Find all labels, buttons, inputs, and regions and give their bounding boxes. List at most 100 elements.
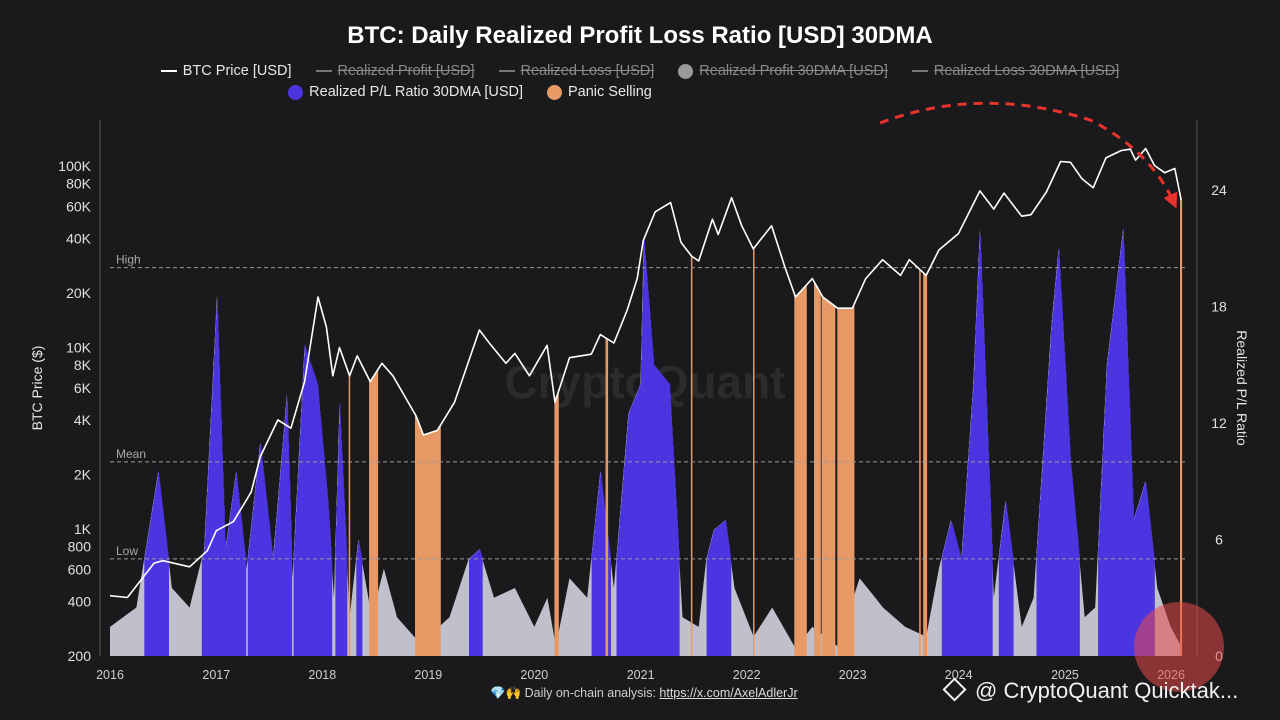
ratio-bar-2025-06-30 <box>1117 277 1119 656</box>
ratio-bar-2017-06-30 <box>268 519 270 656</box>
panic-bar-2018-07-03 <box>375 372 377 656</box>
legend-item-realized-profit-30dma[interactable]: Realized Profit 30DMA [USD] <box>678 63 888 79</box>
ratio-bar-2017-07-08 <box>270 540 272 656</box>
ratio-bar-2025-01-07 <box>1066 394 1068 656</box>
panic-bar-2022-08-31 <box>816 286 818 656</box>
legend-label: Realized Profit [USD] <box>337 63 475 79</box>
ratio-bar-2017-10-28 <box>303 367 305 656</box>
legend-item-realized-profit[interactable]: Realized Profit [USD] <box>315 63 475 79</box>
ratio-bar-2017-08-01 <box>277 500 279 656</box>
ratio-bar-2024-07-05 <box>1012 557 1014 656</box>
panic-bar-2022-11-27 <box>842 308 844 656</box>
ratio-bar-2017-11-03 <box>305 347 307 656</box>
ratio-bar-2025-08-17 <box>1131 455 1133 656</box>
ratio-bar-2017-11-25 <box>311 366 313 656</box>
legend-item-realized-loss[interactable]: Realized Loss [USD] <box>498 63 654 79</box>
ratio-bar-2017-10-20 <box>301 411 302 656</box>
ratio-bar-2017-06-02 <box>260 445 262 656</box>
ratio-bar-2024-12-06 <box>1057 260 1059 656</box>
panic-bar-2018-12-12 <box>422 432 424 656</box>
ratio-bar-2021-01-02 <box>640 359 642 656</box>
ratio-bar-2020-10-18 <box>618 528 620 656</box>
ratio-bar-2024-11-14 <box>1051 330 1052 656</box>
panic-bar-2026-02-01 <box>1180 193 1181 657</box>
ratio-bar-2017-10-18 <box>300 423 302 656</box>
ratio-bar-2017-07-12 <box>272 551 273 656</box>
ratio-bar-2024-06-17 <box>1007 516 1009 656</box>
panic-bar-2019-01-01 <box>428 433 430 656</box>
footer-link[interactable]: https://x.com/AxelAdlerJr <box>659 686 798 700</box>
ratio-bar-2017-02-10 <box>227 530 229 656</box>
ratio-bar-2017-03-28 <box>241 520 243 656</box>
ratio-bar-2016-12-26 <box>214 342 216 656</box>
ratio-bar-2021-09-29 <box>719 525 721 656</box>
legend-item-realized-loss-30dma[interactable]: Realized Loss 30DMA [USD] <box>911 63 1119 79</box>
ratio-bar-2017-02-04 <box>226 542 228 656</box>
ratio-bar-2017-10-24 <box>302 389 304 656</box>
ratio-bar-2020-07-22 <box>593 538 595 656</box>
panic-bar-2022-12-19 <box>848 308 850 656</box>
ratio-bar-2024-03-29 <box>984 344 986 656</box>
ratio-bar-2017-11-21 <box>310 363 312 656</box>
ratio-bar-2020-12-15 <box>635 395 637 656</box>
ratio-bar-2025-09-04 <box>1136 510 1138 656</box>
ratio-bar-2021-01-22 <box>646 275 648 656</box>
ratio-bar-2020-08-25 <box>603 496 605 656</box>
ratio-bar-2017-11-01 <box>304 345 306 656</box>
ratio-bar-2017-07-16 <box>273 555 275 656</box>
y-left-tick-label: 20K <box>66 285 92 301</box>
panic-bar-2022-12-23 <box>850 308 851 656</box>
legend-row-1: BTC Price [USD] Realized Profit [USD] Re… <box>0 63 1280 79</box>
ratio-bar-2020-08-23 <box>602 491 604 656</box>
ratio-bar-2025-08-01 <box>1126 325 1128 656</box>
ratio-bar-2016-05-14 <box>148 529 150 656</box>
ratio-bar-2020-11-23 <box>629 411 631 656</box>
ratio-bar-2017-03-20 <box>239 498 240 656</box>
legend-item-btc-price[interactable]: BTC Price [USD] <box>160 63 292 79</box>
ratio-bar-2024-05-26 <box>1001 537 1002 656</box>
ratio-bar-2020-09-14 <box>609 545 610 656</box>
ratio-bar-2017-03-16 <box>237 487 239 656</box>
ratio-bar-2017-10-12 <box>298 456 300 656</box>
ratio-bar-2017-08-03 <box>278 493 280 656</box>
ratio-bar-2020-08-29 <box>604 506 606 656</box>
ratio-bar-2017-08-19 <box>283 438 284 656</box>
line-swatch-icon <box>911 70 928 72</box>
ratio-bar-2023-11-18 <box>945 540 947 656</box>
ratio-bar-2021-10-05 <box>721 523 722 656</box>
ratio-bar-2025-06-06 <box>1110 335 1112 656</box>
ratio-bar-2019-06-22 <box>478 550 480 656</box>
panic-bar-2022-12-05 <box>844 308 846 656</box>
ratio-bar-2017-10-10 <box>298 467 300 656</box>
ratio-bar-2024-03-05 <box>977 289 979 656</box>
ratio-bar-2024-01-03 <box>959 551 961 656</box>
ratio-bar-2021-09-15 <box>715 528 717 656</box>
ratio-bar-2019-05-23 <box>469 558 471 656</box>
legend-item-panic-selling[interactable]: Panic Selling <box>547 84 652 100</box>
ref-label-mean: Mean <box>116 447 146 461</box>
ratio-bar-2024-06-15 <box>1006 511 1008 656</box>
ratio-bar-2016-12-14 <box>211 411 212 656</box>
panic-bar-2020-09-08 <box>607 338 609 656</box>
ratio-bar-2019-05-25 <box>470 557 472 656</box>
legend-item-pl-ratio[interactable]: Realized P/L Ratio 30DMA [USD] <box>288 84 523 100</box>
panic-bar-2022-08-21 <box>814 281 815 656</box>
ratio-bar-2016-06-01 <box>154 496 155 656</box>
ratio-bar-2024-10-11 <box>1041 481 1043 656</box>
ratio-bar-2016-05-08 <box>147 540 149 656</box>
ratio-bar-2024-02-08 <box>969 435 971 656</box>
ratio-bar-2017-10-30 <box>304 356 305 656</box>
ratio-bar-2024-06-11 <box>1005 502 1007 656</box>
ratio-bar-2024-01-11 <box>961 554 963 656</box>
ratio-bar-2025-09-24 <box>1142 491 1144 656</box>
panic-bar-2019-01-07 <box>430 432 431 656</box>
panic-bar-2022-06-14 <box>794 293 796 656</box>
ratio-bar-2021-03-01 <box>657 369 659 656</box>
ratio-bar-2024-03-09 <box>978 262 980 656</box>
ratio-bar-2021-03-07 <box>659 371 661 656</box>
ratio-bar-2017-12-07 <box>315 377 316 656</box>
ratio-bar-2021-10-03 <box>720 524 722 656</box>
ratio-bar-2021-10-15 <box>724 521 725 656</box>
highlight-circle <box>1134 602 1224 692</box>
ratio-bar-2021-03-17 <box>662 375 664 656</box>
